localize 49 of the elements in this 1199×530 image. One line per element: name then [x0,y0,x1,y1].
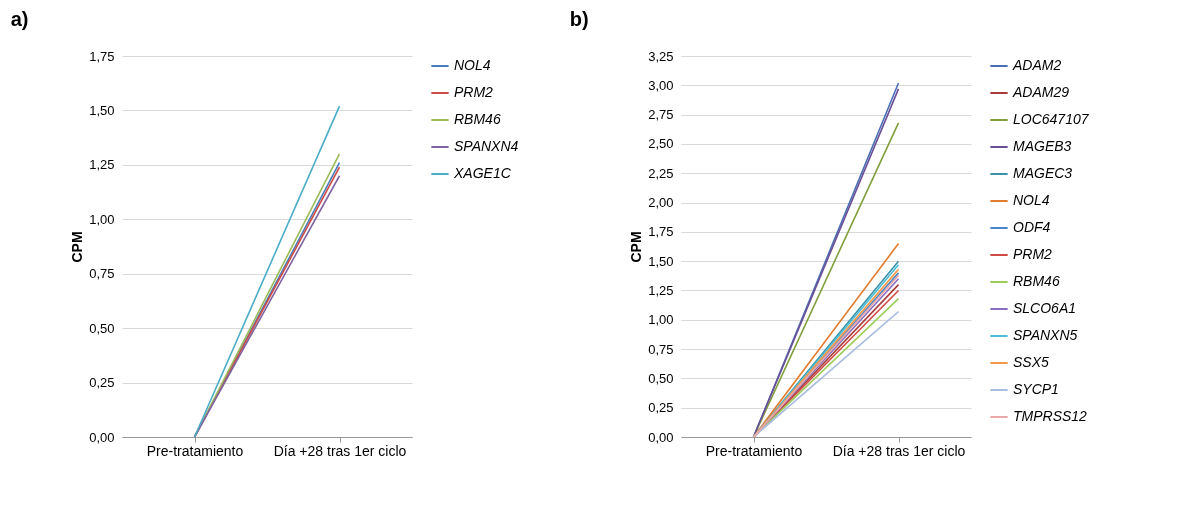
legend-label: ADAM2 [1012,57,1062,73]
y-axis-title: CPM [69,231,86,263]
legend-label: SLCO6A1 [1013,300,1077,316]
y-tick-label: 3,25 [648,48,674,64]
chart-title: a) [10,8,29,30]
legend-label: MAGEB3 [1013,138,1072,154]
legend-label: RBM46 [1013,273,1060,289]
legend-label: LOC647107 [1013,111,1090,127]
legend-label: ADAM29 [1012,84,1070,100]
y-tick-label: 0,00 [89,429,115,445]
y-tick-label: 2,25 [648,165,674,181]
legend-label: RBM46 [454,111,501,127]
legend-label: SSX5 [1013,354,1050,370]
y-tick-label: 1,00 [89,211,115,227]
legend-label: SPANXN5 [1013,327,1078,343]
y-tick-label: 1,25 [89,157,115,173]
x-tick-label: Día +28 tras 1er ciclo [832,442,966,459]
legend-label: PRM2 [1013,246,1053,262]
x-tick-label: Pre-tratamiento [146,442,244,459]
legend-label: NOL4 [454,57,491,73]
y-tick-label: 0,25 [648,400,674,416]
y-tick-label: 0,50 [89,320,115,336]
legend-label: MAGEC3 [1013,165,1073,181]
x-tick-label: Pre-tratamiento [705,442,803,459]
legend-label: ODF4 [1013,219,1051,235]
y-tick-label: 0,50 [648,370,674,386]
x-tick-label: Día +28 tras 1er ciclo [273,442,407,459]
y-tick-label: 1,50 [648,253,674,269]
y-tick-label: 1,75 [648,224,674,240]
legend-label: TMPRSS12 [1013,408,1088,424]
y-tick-label: 1,00 [648,312,674,328]
y-tick-label: 1,50 [89,102,115,118]
legend-label: PRM2 [454,84,494,100]
y-tick-label: 1,25 [648,282,674,298]
y-axis-title: CPM [628,231,645,263]
legend-label: XAGE1C [453,165,512,181]
y-tick-label: 0,75 [648,341,674,357]
y-tick-label: 0,75 [89,266,115,282]
y-tick-label: 0,00 [648,429,674,445]
y-tick-label: 1,75 [89,48,115,64]
y-tick-label: 2,50 [648,136,674,152]
legend-label: NOL4 [1013,192,1050,208]
legend-label: SYCP1 [1013,381,1059,397]
chart-title: b) [569,8,589,30]
y-tick-label: 2,75 [648,107,674,123]
y-tick-label: 0,25 [89,375,115,391]
legend-label: SPANXN4 [454,138,519,154]
y-tick-label: 2,00 [648,195,674,211]
y-tick-label: 3,00 [648,77,674,93]
